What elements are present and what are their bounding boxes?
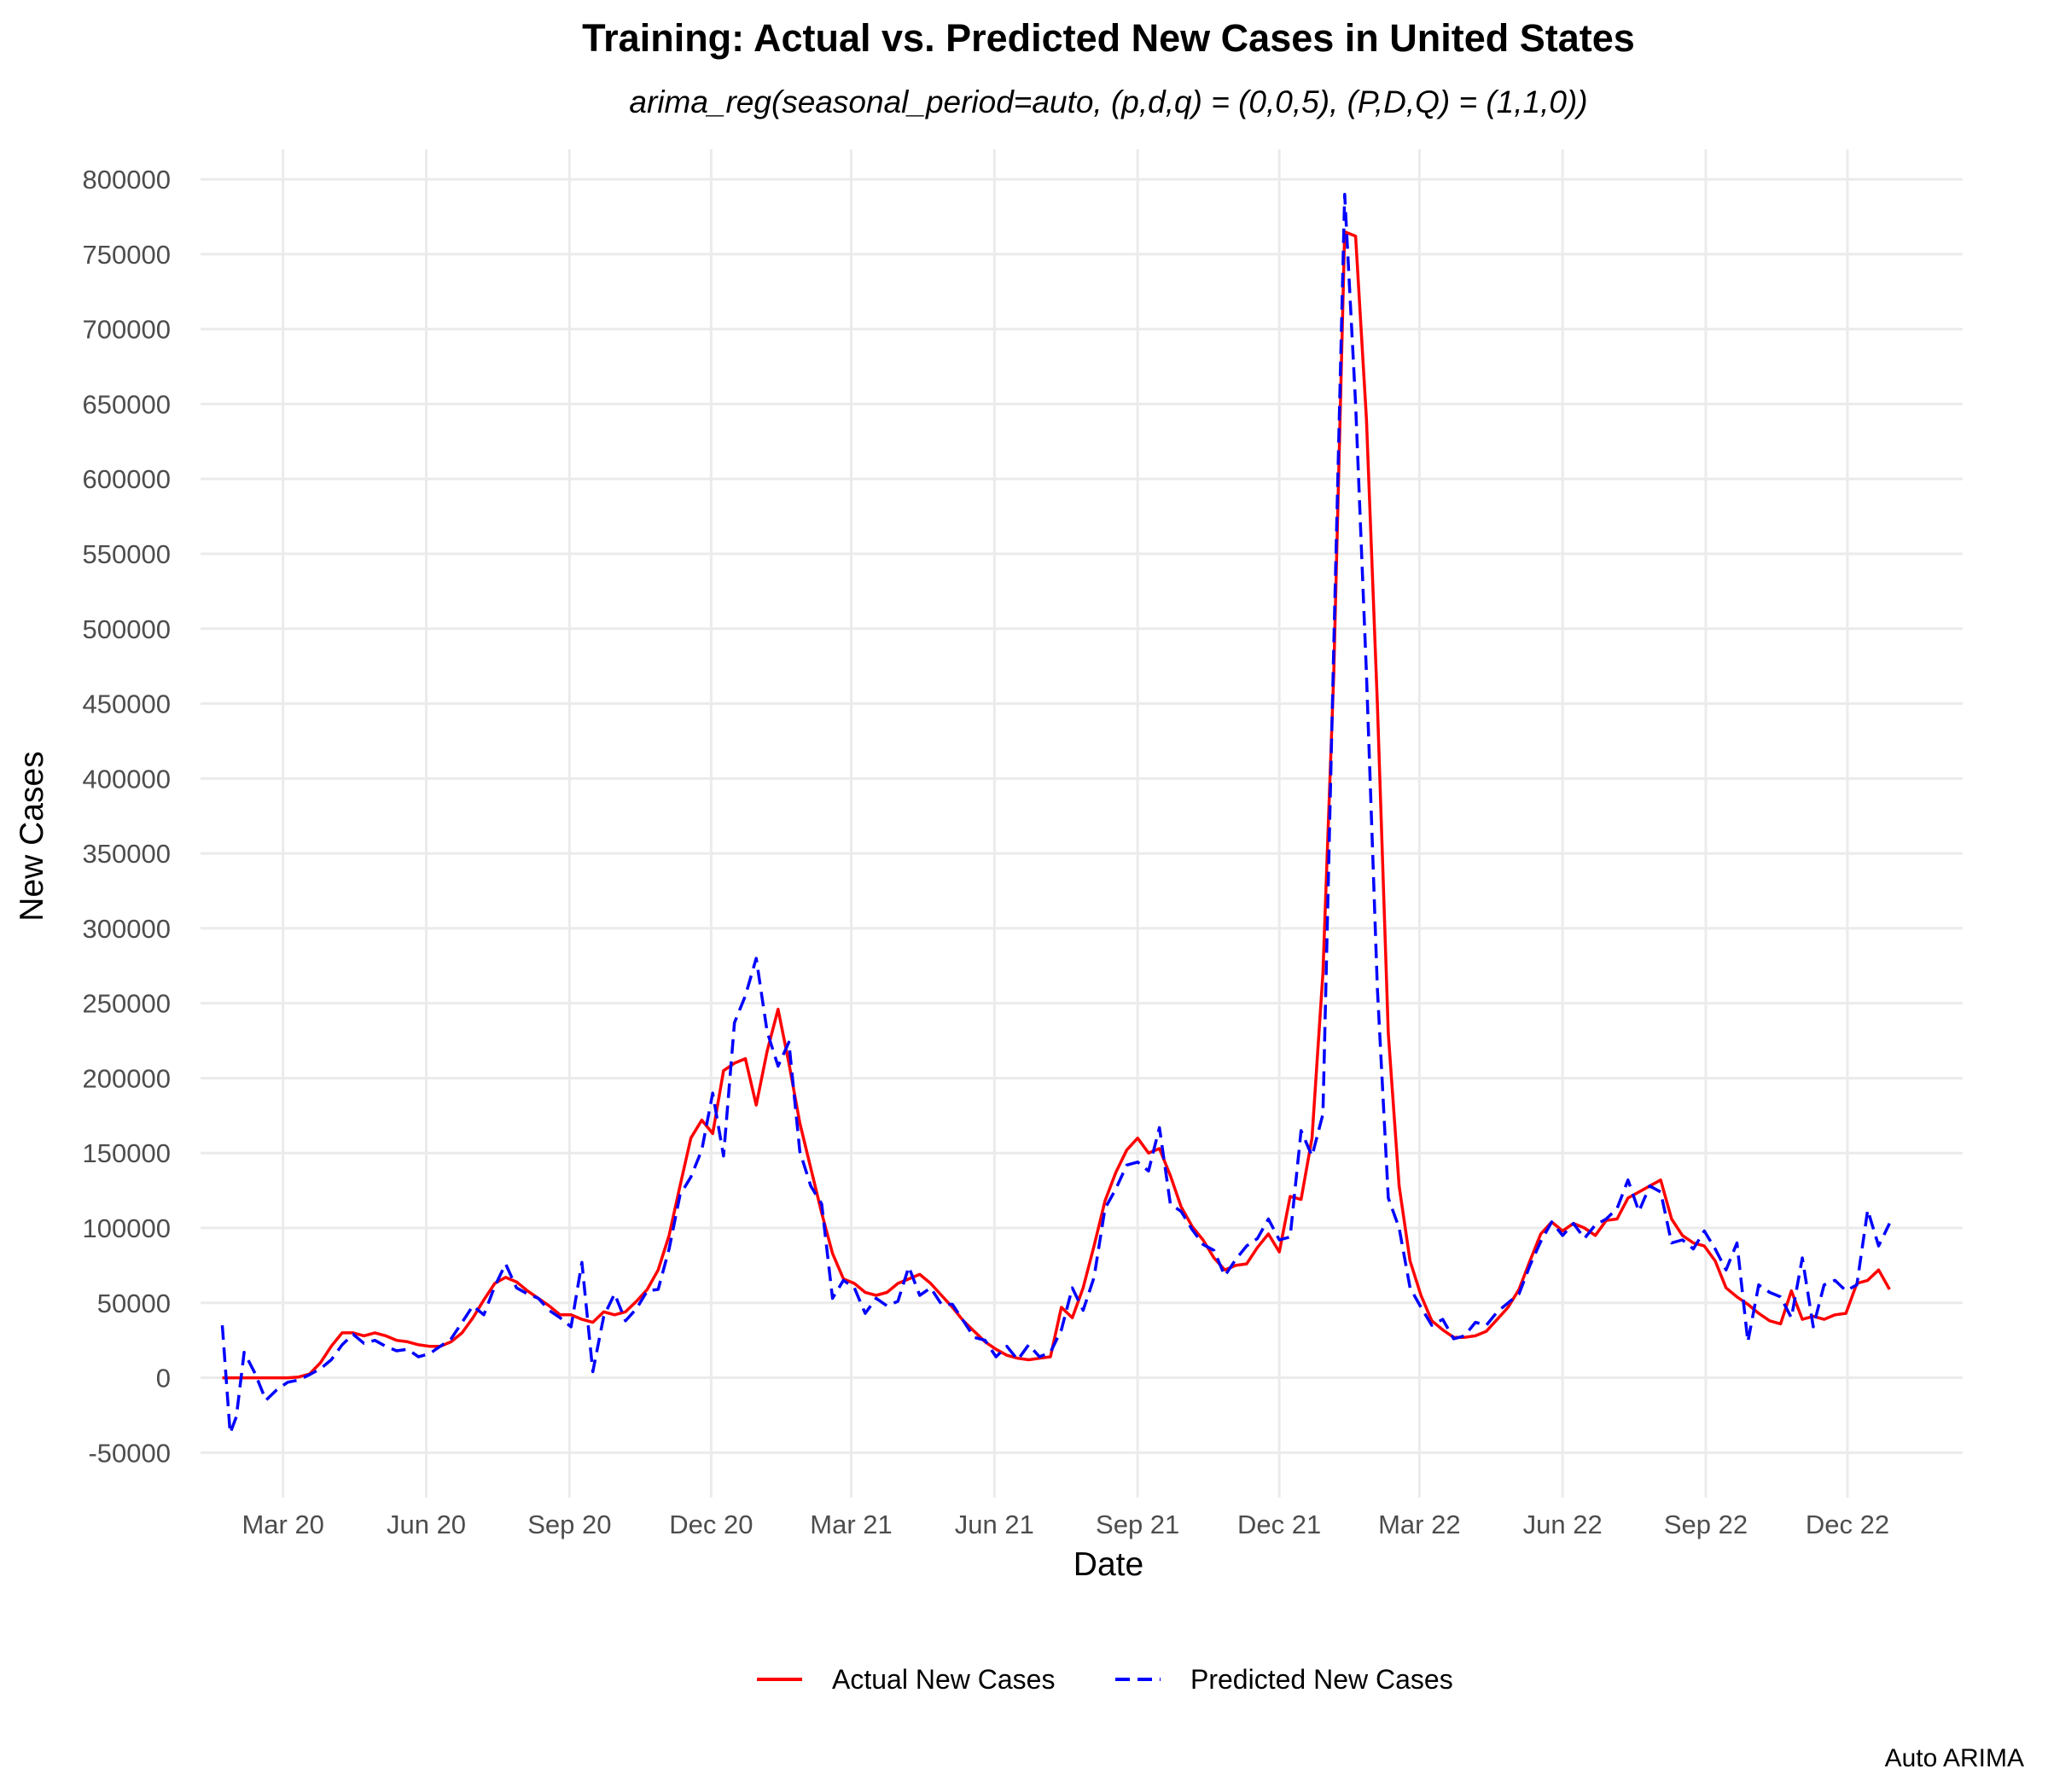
y-tick-label: 250000 [83,989,171,1019]
y-tick-label: 650000 [83,389,171,419]
x-tick-label: Mar 22 [1378,1510,1460,1539]
x-tick-label: Sep 21 [1096,1510,1179,1539]
x-axis-title: Date [1073,1546,1143,1583]
x-tick-label: Mar 20 [241,1510,323,1539]
y-tick-label: 750000 [83,240,171,270]
legend: Actual New Cases Predicted New Cases [757,1664,1453,1695]
x-tick-labels: Mar 20 Jun 20 Sep 20 Dec 20 Mar 21 Jun 21 Sep … [241,1510,1889,1539]
y-tick-label: -50000 [88,1438,171,1468]
gridlines [201,149,1963,1498]
y-tick-label: 550000 [83,539,171,569]
y-tick-label: 150000 [83,1138,171,1168]
x-tick-label: Dec 22 [1806,1510,1889,1539]
x-tick-label: Dec 20 [669,1510,753,1539]
series-line-2 [220,192,1891,1435]
y-tick-label: 350000 [83,839,171,869]
y-tick-label: 450000 [83,689,171,719]
y-tick-label: 500000 [83,614,171,644]
chart-caption: Auto ARIMA [1885,1744,2024,1772]
chart-subtitle: arima_reg(seasonal_period=auto, (p,d,q) … [629,84,1587,119]
x-tick-label: Jun 22 [1523,1510,1603,1539]
legend-label: Predicted New Cases [1190,1664,1453,1695]
x-tick-label: Jun 21 [955,1510,1034,1539]
x-tick-label: Dec 21 [1237,1510,1321,1539]
x-tick-label: Jun 20 [387,1510,466,1539]
series-layer [220,192,1891,1435]
y-tick-label: 0 [156,1364,171,1393]
y-tick-label: 200000 [83,1063,171,1093]
y-tick-label: 50000 [97,1289,171,1318]
x-tick-label: Sep 20 [527,1510,611,1539]
x-tick-label: Mar 21 [810,1510,892,1539]
y-tick-label: 800000 [83,165,171,195]
y-tick-label: 700000 [83,315,171,345]
legend-label: Actual New Cases [832,1664,1055,1695]
series-line-1 [222,230,1891,1380]
chart-title: Training: Actual vs. Predicted New Cases… [582,16,1635,60]
y-tick-label: 600000 [83,464,171,494]
y-tick-label: 100000 [83,1213,171,1243]
y-tick-labels: -50000 0 50000 100000 150000 200000 250000 3000… [83,165,171,1468]
y-tick-label: 300000 [83,914,171,944]
x-tick-label: Sep 22 [1664,1510,1748,1539]
y-axis-title: New Cases [14,751,50,921]
y-tick-label: 400000 [83,764,171,794]
